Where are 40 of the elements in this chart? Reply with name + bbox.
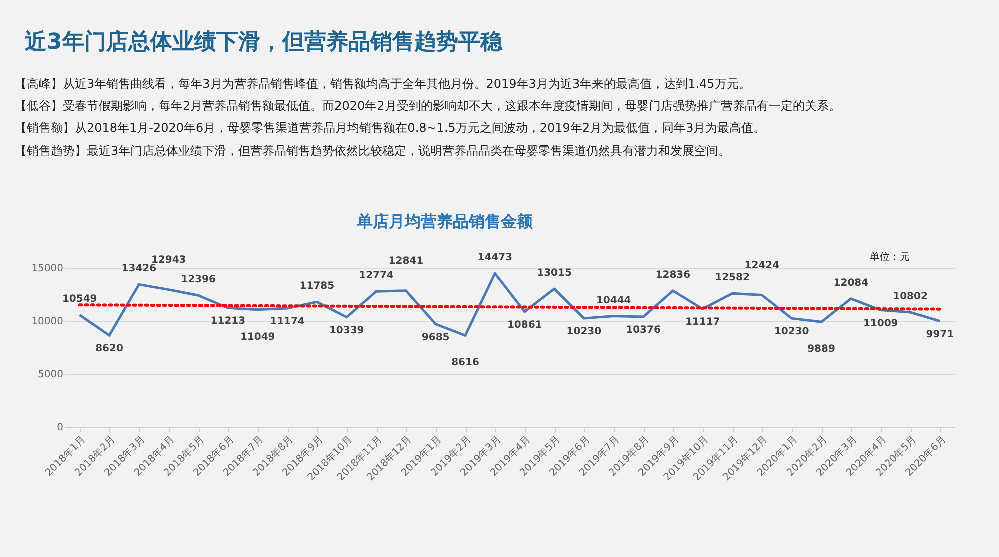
data-label: 12836 (656, 270, 691, 281)
data-label: 11213 (210, 316, 246, 328)
y-tick-label: 0 (57, 422, 64, 434)
data-label: 14473 (478, 252, 513, 264)
data-label: 12396 (181, 274, 216, 286)
y-tick-label: 10000 (32, 316, 64, 328)
data-label: 12841 (388, 256, 424, 267)
y-tick-label: 5000 (38, 370, 64, 380)
data-label: 12084 (834, 278, 869, 289)
data-label: 10802 (893, 292, 928, 302)
data-label: 11117 (685, 317, 720, 328)
data-label: 10376 (626, 325, 661, 336)
y-tick-label: 15000 (32, 264, 64, 274)
data-label: 10230 (566, 326, 602, 338)
data-label: 11049 (240, 332, 276, 343)
chart-subtitle: 单店月均营养品销售金额 (356, 212, 534, 231)
data-label: 8620 (96, 344, 124, 355)
data-label: 10861 (507, 320, 542, 331)
data-label: 11009 (863, 318, 898, 330)
text: 【高峰】从近3年销售曲线看，每年3月为营养品销售峰值，销售额均高于全年其他月份。2019年3月为近3年来的最高值，达到1.45万元。 (15, 77, 751, 91)
data-label: 10339 (329, 325, 364, 336)
text: 【销售额】从2018年1月-2020年6月，母婴零售渠道营养品月均销售额在0.8~1.5万元之间波动，2019年2月为最低值，同年3月为最高值。 (15, 121, 766, 135)
data-label: 11785 (300, 281, 335, 292)
text: 【低谷】受春节假期影响，每年2月营养品销售额最低值。而2020年2月受到的影响却不大，这跟本年度疫情期间，母婴门店强势推广营养品有一定的关系。 (15, 99, 841, 113)
chart-title: 近3年门店总体业绩下滑，但营养品销售趋势平稳 (24, 29, 504, 55)
text: 单位：元 (870, 251, 910, 263)
data-label: 9971 (926, 329, 954, 340)
data-label: 12424 (744, 260, 780, 272)
data-label: 12774 (359, 270, 394, 282)
data-label: 9685 (422, 332, 450, 344)
data-label: 13015 (537, 268, 572, 280)
data-label: 10549 (62, 294, 98, 306)
data-label: 13426 (122, 264, 157, 275)
data-label: 11174 (270, 316, 305, 328)
data-label: 12582 (715, 272, 750, 284)
data-label: 8616 (452, 358, 480, 369)
text: 【销售趋势】最近3年门店总体业绩下滑，但营养品销售趋势依然比较稳定，说明营养品品类在母婴零售渠道仍然具有潜力和发展空间。 (15, 144, 731, 158)
data-label: 10230 (774, 326, 810, 338)
data-label: 9889 (808, 344, 836, 356)
data-label: 10444 (596, 295, 632, 306)
